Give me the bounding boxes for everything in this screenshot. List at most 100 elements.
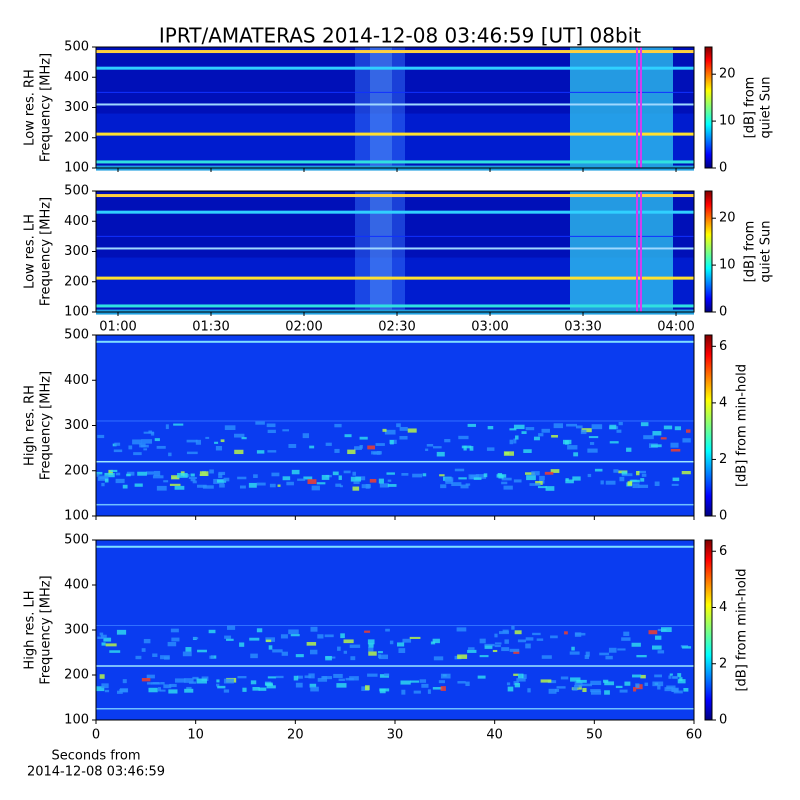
spectrogram-spot <box>367 673 378 677</box>
spectrogram-spot <box>668 675 672 679</box>
spectrogram-spot <box>511 625 515 630</box>
spectrogram-spot <box>316 482 326 485</box>
spectrogram-spot <box>97 434 105 439</box>
spectrogram-spot <box>525 637 534 641</box>
spectrogram-spot <box>96 473 100 477</box>
spectrogram-spot <box>249 637 260 641</box>
spectrogram-spot <box>515 435 519 440</box>
spectrogram-spot <box>496 474 507 478</box>
spectrogram-spot <box>456 627 467 632</box>
spectrogram-spot <box>550 469 560 473</box>
spectrogram-spot <box>636 471 640 476</box>
spectrogram-spot <box>396 423 401 428</box>
spectrogram-spot <box>669 673 673 676</box>
spectrogram-spot <box>540 679 552 683</box>
y-axis-label: High res. RH <box>23 385 38 466</box>
spectrogram-spot <box>343 639 354 644</box>
y-axis-label: Frequency [MHz] <box>39 53 54 162</box>
spectrogram-spot <box>660 627 672 633</box>
spectrogram-spot <box>382 428 387 432</box>
spectrogram-spot <box>153 470 161 476</box>
spectrogram-spot <box>433 656 444 661</box>
spectrogram-spot <box>101 482 105 487</box>
colorbar-label: [dB] from min-hold <box>735 568 750 691</box>
spectrogram-spot <box>556 686 566 689</box>
spectrogram-spot <box>679 677 683 681</box>
spectrogram-spot <box>122 679 127 684</box>
spectrogram-spot <box>304 675 312 679</box>
spectrogram-spot <box>522 674 527 679</box>
spectrogram-spot <box>317 634 324 639</box>
spectrogram-spot <box>188 476 197 480</box>
spectrogram-spot <box>325 442 332 446</box>
y-tick-label: 500 <box>64 533 89 548</box>
spectrogram-spot <box>215 445 223 451</box>
spectrogram-spot <box>354 446 362 450</box>
spectrogram <box>570 47 673 168</box>
spectrogram-spot <box>364 630 371 633</box>
spectrogram-spot <box>550 635 558 639</box>
spectrogram-spot <box>359 436 368 440</box>
x-tick-label: 02:30 <box>378 320 415 335</box>
spectrogram-spot <box>310 686 319 692</box>
spectrogram-band <box>96 50 694 54</box>
spectrogram-spot <box>113 449 123 453</box>
colorbar <box>704 334 713 517</box>
spectrogram-spot <box>141 439 153 444</box>
spectrogram-spot <box>426 443 434 447</box>
spectrogram-spot <box>266 685 276 689</box>
spectrogram-spot <box>574 685 582 688</box>
spectrogram-spot <box>344 434 352 438</box>
spectrogram-spot <box>343 470 351 474</box>
figure-title: IPRT/AMATERAS 2014-12-08 03:46:59 [UT] 0… <box>159 24 641 48</box>
spectrogram-spot <box>539 475 545 481</box>
spectrogram-spot <box>223 678 234 684</box>
y-tick-label: 100 <box>64 509 89 524</box>
colorbar-tick-label: 10 <box>719 258 736 273</box>
spectrogram-spot <box>290 634 300 637</box>
spectrogram-spot <box>309 649 318 655</box>
y-tick-label: 300 <box>64 623 89 638</box>
spectrogram-spot <box>389 640 394 645</box>
spectrogram-spot <box>571 646 575 651</box>
spectrogram-spot <box>652 431 662 436</box>
spectrogram-spot <box>513 424 525 430</box>
spectrogram-spot <box>321 474 330 480</box>
spectrogram-band <box>640 191 642 312</box>
spectrogram-spot <box>215 683 220 687</box>
spectrogram-spot <box>521 431 527 434</box>
spectrogram-spot <box>513 479 522 483</box>
spectrogram <box>370 47 392 168</box>
spectrogram-spot <box>116 690 123 694</box>
spectrogram-spot <box>152 682 160 685</box>
spectrogram-spot <box>657 650 665 654</box>
spectrogram-spot <box>652 681 664 687</box>
spectrogram-spot <box>624 681 631 686</box>
spectrogram-spot <box>186 686 192 690</box>
x-tick-label: 60 <box>686 728 703 743</box>
spectrogram-spot <box>224 635 232 639</box>
y-axis-label: High res. LH <box>23 590 38 669</box>
spectrogram-spot <box>432 638 440 644</box>
spectrogram-spot <box>599 652 610 656</box>
spectrogram-spot <box>97 636 104 639</box>
spectrogram-spot <box>532 632 541 636</box>
spectrogram-band <box>96 420 694 422</box>
spectrogram-spot <box>399 426 408 431</box>
y-tick-label: 500 <box>64 184 89 199</box>
spectrogram-band <box>96 132 694 136</box>
spectrogram-spot <box>632 483 640 489</box>
spectrogram-spot <box>553 423 564 429</box>
x-tick-label: 30 <box>387 728 404 743</box>
spectrogram-spot <box>384 429 396 435</box>
spectrogram-spot <box>627 481 633 486</box>
spectrogram-spot <box>458 435 469 440</box>
spectrogram-spot <box>365 685 370 691</box>
spectrogram-spot <box>150 431 155 436</box>
spectrogram-spot <box>375 443 385 446</box>
spectrogram-spot <box>531 471 540 476</box>
colorbar-tick-label: 0 <box>719 509 727 524</box>
spectrogram-spot <box>309 445 315 449</box>
spectrogram-spot <box>454 468 465 472</box>
spectrogram-spot <box>336 683 347 688</box>
